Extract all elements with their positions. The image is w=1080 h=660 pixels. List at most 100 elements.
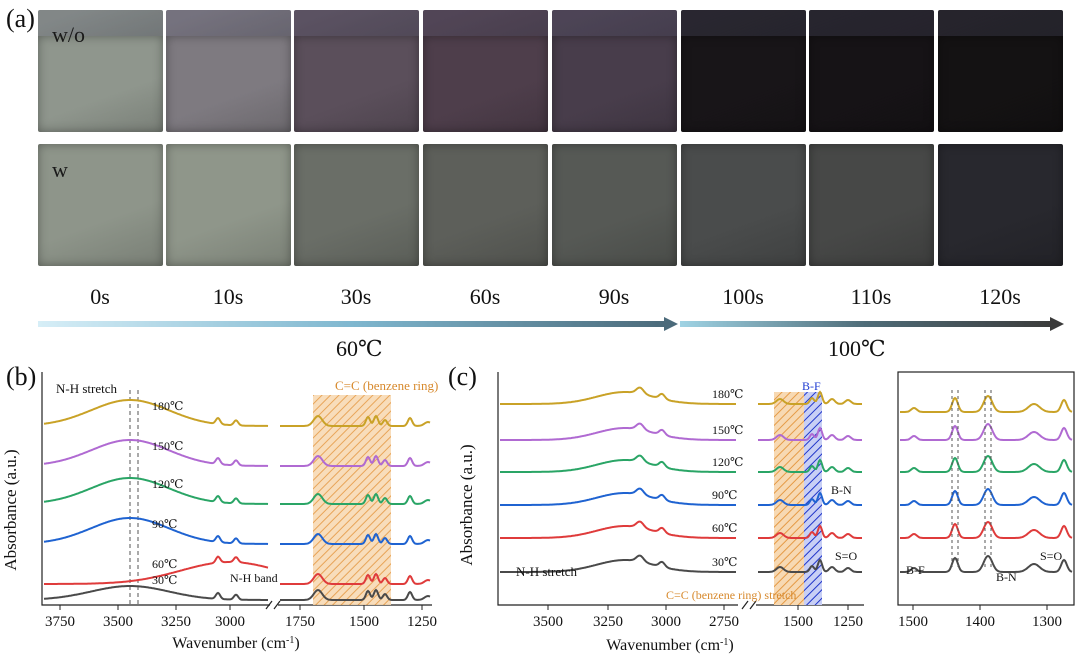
panel-c-curve-right-1 xyxy=(758,426,862,441)
panel-b-chart: 180℃ 150℃ 120℃ 90℃ 60℃ 30℃ 3750 3500 3250 3000 175… xyxy=(1,372,440,653)
panel-b-tick-label-2: 3250 xyxy=(161,614,191,630)
time-label-3: 60s xyxy=(469,284,501,309)
panel-b-rtick-label-2: 1250 xyxy=(407,614,437,630)
panel-c-label: (c) xyxy=(448,362,477,391)
sample-w-1 xyxy=(166,144,291,266)
panel-b-series-label-4: 60℃ xyxy=(152,557,177,571)
panel-c-inset-frame xyxy=(897,371,1075,606)
sample-wo-4 xyxy=(552,10,677,132)
sample-wo-1 xyxy=(166,10,291,132)
panel-c-bn-label: B-N xyxy=(831,483,852,497)
time-label-7: 120s xyxy=(979,284,1021,309)
panel-c-xlabel: Wavenumber (cm-1) xyxy=(606,637,733,655)
panel-c-tick-label-1: 3250 xyxy=(593,614,623,630)
panel-b-curve-left-5 xyxy=(43,585,268,601)
panel-c-series-label-0: 180℃ xyxy=(712,387,743,401)
panel-b-tick-label-0: 3750 xyxy=(45,614,75,630)
panel-c-rtick-label-0: 1500 xyxy=(783,614,813,630)
sample-w-7 xyxy=(938,144,1063,266)
temp-60c: 60℃ xyxy=(336,336,383,361)
panel-b-series-label-1: 150℃ xyxy=(152,439,183,453)
panel-b-curve-right-3 xyxy=(280,532,431,545)
panel-c-curve-left-5 xyxy=(500,554,736,573)
sample-w-0 xyxy=(38,144,163,266)
panel-b-series-label-0: 180℃ xyxy=(152,399,183,413)
panel-b-series-label-5: 30℃ xyxy=(152,573,177,587)
temperature-arrows xyxy=(38,317,1064,331)
sample-wo-6 xyxy=(809,10,934,132)
panel-b-tick-label-3: 3000 xyxy=(215,614,245,630)
panel-b-rtick-label-0: 1750 xyxy=(285,614,315,630)
panel-c-itick-label-1: 1400 xyxy=(965,614,995,630)
time-label-4: 90s xyxy=(598,284,630,309)
sample-w-2 xyxy=(294,144,419,266)
arrow-60c-head xyxy=(664,317,678,331)
panel-a-label: (a) xyxy=(6,4,35,33)
panel-b-curve-left-1 xyxy=(43,439,269,467)
panel-b-cc-stretch-label: C=C (benzene ring) stretch xyxy=(335,378,440,393)
panel-c-series-label-4: 60℃ xyxy=(712,521,737,535)
panel-c-curve-left-1 xyxy=(500,422,736,441)
panel-c-axis-left xyxy=(497,372,738,606)
time-label-1: 10s xyxy=(212,284,244,309)
panel-c-chart: 180℃ 150℃ 120℃ 90℃ 60℃ 30℃ 3500 3250 3000 2750 150… xyxy=(457,371,1075,655)
sample-wo-2 xyxy=(294,10,419,132)
panel-c-series-label-3: 90℃ xyxy=(712,488,737,502)
panel-c-inset-so-label: S=O xyxy=(1040,549,1062,563)
panel-b-label: (b) xyxy=(6,362,37,391)
panel-c-series-label-2: 120℃ xyxy=(712,455,743,469)
panel-c-ylabel: Absorbance (a.u.) xyxy=(457,444,476,565)
panel-b-curve-right-2 xyxy=(280,492,431,505)
sample-w-6 xyxy=(809,144,934,266)
panel-c-series-label-1: 150℃ xyxy=(712,423,743,437)
panel-c-inset-curve-2 xyxy=(900,454,1073,473)
panel-b-curve-right-4 xyxy=(280,572,431,585)
panel-b-curve-left-3 xyxy=(43,517,269,545)
temp-100c: 100℃ xyxy=(828,336,886,361)
panel-c-inset-curve-5 xyxy=(900,554,1073,573)
time-label-0: 0s xyxy=(90,284,110,309)
panel-c-inset-bn-label: B-N xyxy=(996,570,1017,584)
panel-c-curve-right-0 xyxy=(758,390,862,405)
panel-c-inset-curve-3 xyxy=(900,487,1073,506)
panel-b-curve-left-2 xyxy=(43,477,269,505)
panel-b-axis-break xyxy=(265,600,281,610)
row-label-w: w xyxy=(52,157,68,182)
panel-c-itick-label-2: 1300 xyxy=(1032,614,1062,630)
panel-c-itick-label-0: 1500 xyxy=(898,614,928,630)
arrow-100c-head xyxy=(1050,317,1064,331)
panel-c-cc-stretch-label: C=C (benzene ring) stretch xyxy=(666,588,796,602)
sample-w-4 xyxy=(552,144,677,266)
panel-c-curve-right-5 xyxy=(758,558,862,573)
panel-c-curve-left-3 xyxy=(500,487,736,506)
panel-b-curve-right-0 xyxy=(280,414,431,427)
panel-b-axis-left xyxy=(41,372,270,606)
sample-w-5 xyxy=(681,144,806,266)
sample-wo-5 xyxy=(681,10,806,132)
panel-c-cc-region xyxy=(774,392,804,605)
panel-c-curve-right-4 xyxy=(758,524,862,539)
panel-b-curve-right-1 xyxy=(280,454,431,467)
panel-c-curve-left-4 xyxy=(500,520,736,539)
panel-b-curve-right-5 xyxy=(280,588,431,601)
panel-c-series-label-5: 30℃ xyxy=(712,555,737,569)
panel-c-bf-label: B-F xyxy=(802,379,821,393)
panel-b-tick-label-1: 3500 xyxy=(103,614,133,630)
panel-b-ylabel: Absorbance (a.u.) xyxy=(1,449,20,570)
panel-c-inset-curve-0 xyxy=(900,394,1073,413)
panel-b-nh-stretch-label: N-H stretch xyxy=(56,381,118,396)
panel-c-curve-left-2 xyxy=(500,454,736,473)
panel-c-tick-label-2: 3000 xyxy=(651,614,681,630)
panel-c-so-label: S=O xyxy=(835,549,857,563)
sample-wo-3 xyxy=(423,10,548,132)
panel-b-series-label-2: 120℃ xyxy=(152,477,183,491)
sample-w-3 xyxy=(423,144,548,266)
time-label-2: 30s xyxy=(340,284,372,309)
panel-b-curve-left-0 xyxy=(43,399,269,427)
panel-b-series-label-3: 90℃ xyxy=(152,517,177,531)
panel-c-axis-break xyxy=(741,600,757,610)
panel-c-curve-right-2 xyxy=(758,458,862,473)
panel-c-nh-stretch-label: N-H stretch xyxy=(516,564,578,579)
time-label-5: 100s xyxy=(722,284,764,309)
panel-b-xlabel: Wavenumber (cm-1) xyxy=(172,635,299,653)
